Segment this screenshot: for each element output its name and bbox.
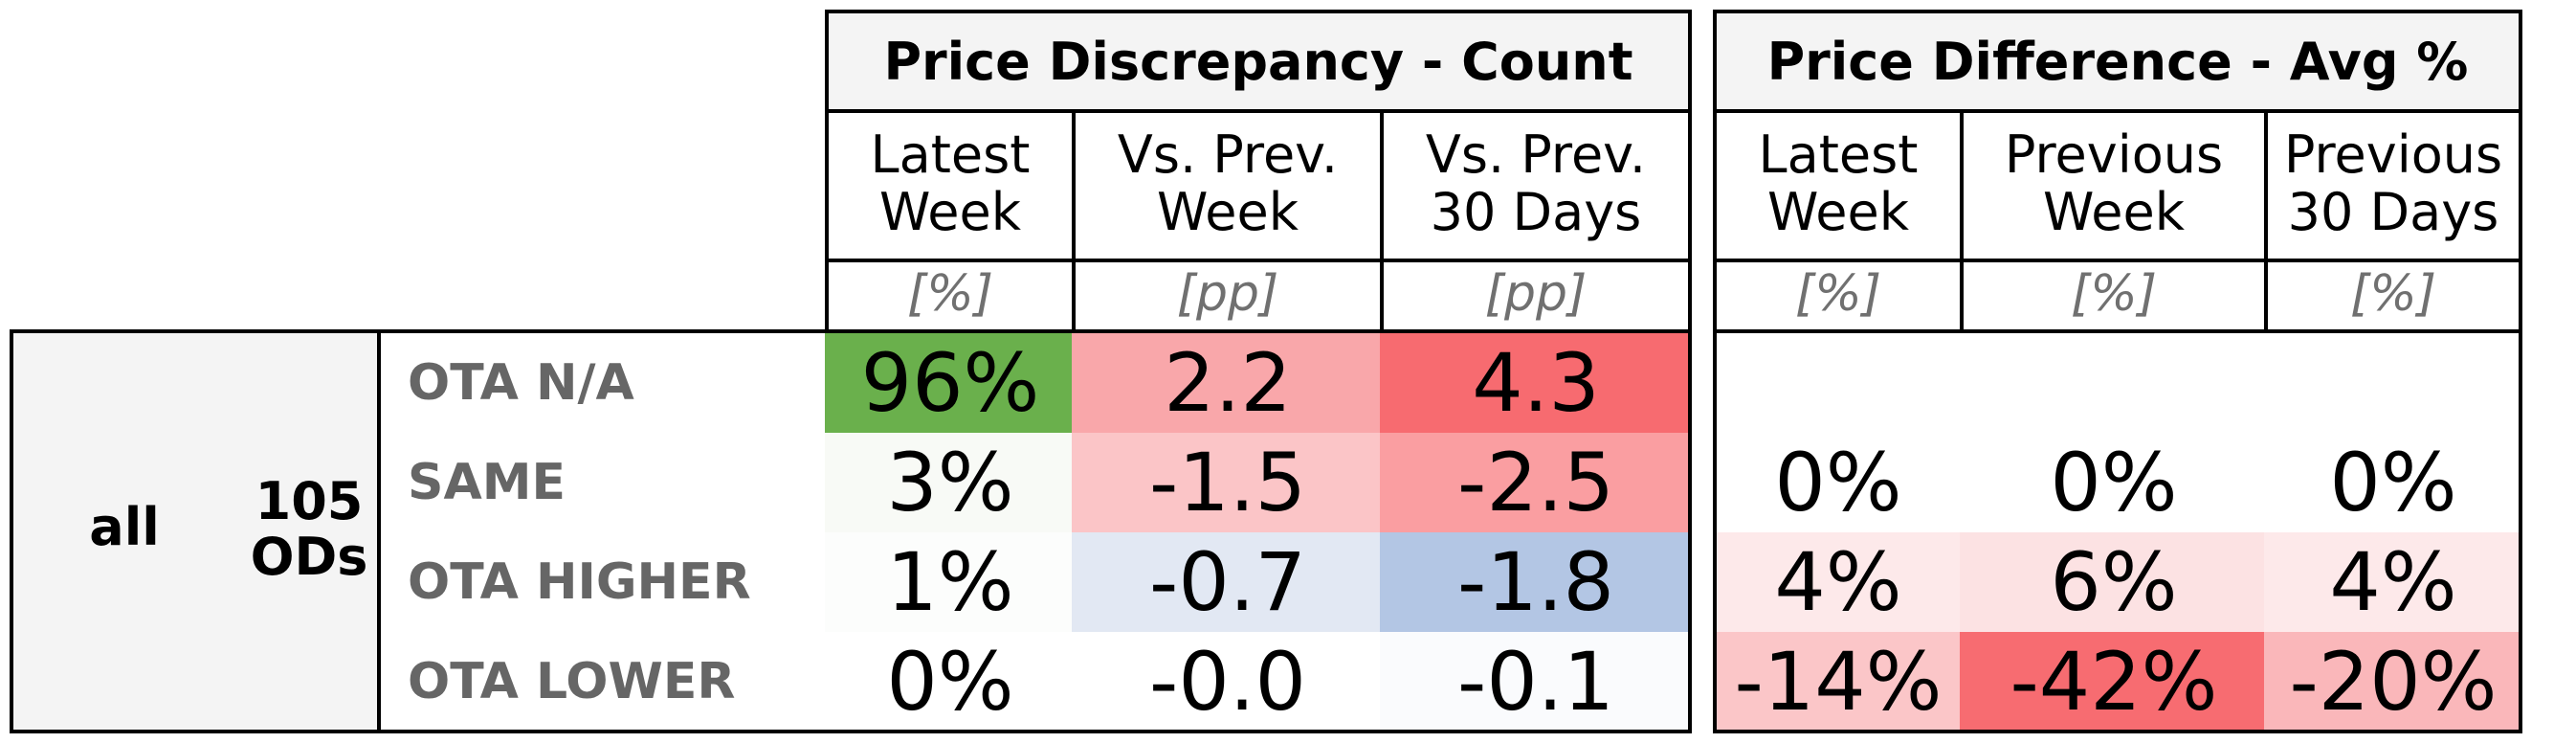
row-labels-frame bbox=[377, 329, 827, 733]
avg-column-unit: [%] bbox=[2264, 259, 2522, 333]
avg-cell: -14% bbox=[1713, 632, 1964, 732]
avg-cell bbox=[2264, 333, 2522, 433]
count-cell: -0.1 bbox=[1380, 632, 1692, 732]
row-label: OTA N/A bbox=[408, 354, 634, 412]
count-cell: 0% bbox=[825, 632, 1076, 732]
count-column-header: Latest Week bbox=[825, 109, 1076, 262]
count-column-header: Vs. Prev. Week bbox=[1072, 109, 1384, 262]
avg-column-unit: [%] bbox=[1713, 259, 1964, 333]
avg-column-header: Previous Week bbox=[1960, 109, 2268, 262]
count-cell: -0.0 bbox=[1072, 632, 1384, 732]
row-label: SAME bbox=[408, 454, 566, 511]
count-column-header: Vs. Prev. 30 Days bbox=[1380, 109, 1692, 262]
avg-cell bbox=[1713, 333, 1964, 433]
count-cell: -2.5 bbox=[1380, 433, 1692, 532]
od-count-label: 105 ODs bbox=[250, 471, 368, 587]
avg-cell: 0% bbox=[1960, 433, 2268, 532]
count-cell: -0.7 bbox=[1072, 532, 1384, 632]
count-cell: 2.2 bbox=[1072, 333, 1384, 433]
avg-cell: 0% bbox=[1713, 433, 1964, 532]
count-cell: 96% bbox=[825, 333, 1076, 433]
count-cell: -1.5 bbox=[1072, 433, 1384, 532]
avg-cell bbox=[1960, 333, 2268, 433]
group-label: all bbox=[89, 496, 160, 557]
avg-column-header: Latest Week bbox=[1713, 109, 1964, 262]
avg-column-header: Previous 30 Days bbox=[2264, 109, 2522, 262]
group-panel bbox=[10, 329, 381, 733]
count-cell: 4.3 bbox=[1380, 333, 1692, 433]
count-cell: -1.8 bbox=[1380, 532, 1692, 632]
avg-table-title: Price Difference - Avg % bbox=[1713, 10, 2522, 113]
count-column-unit: [pp] bbox=[1380, 259, 1692, 333]
avg-cell: 6% bbox=[1960, 532, 2268, 632]
count-table-title: Price Discrepancy - Count bbox=[825, 10, 1692, 113]
count-cell: 3% bbox=[825, 433, 1076, 532]
count-column-unit: [%] bbox=[825, 259, 1076, 333]
avg-cell: -42% bbox=[1960, 632, 2268, 732]
count-cell: 1% bbox=[825, 532, 1076, 632]
count-column-unit: [pp] bbox=[1072, 259, 1384, 333]
row-label: OTA LOWER bbox=[408, 653, 736, 710]
avg-cell: 0% bbox=[2264, 433, 2522, 532]
row-label: OTA HIGHER bbox=[408, 553, 751, 611]
avg-cell: 4% bbox=[2264, 532, 2522, 632]
avg-cell: -20% bbox=[2264, 632, 2522, 732]
avg-column-unit: [%] bbox=[1960, 259, 2268, 333]
avg-cell: 4% bbox=[1713, 532, 1964, 632]
